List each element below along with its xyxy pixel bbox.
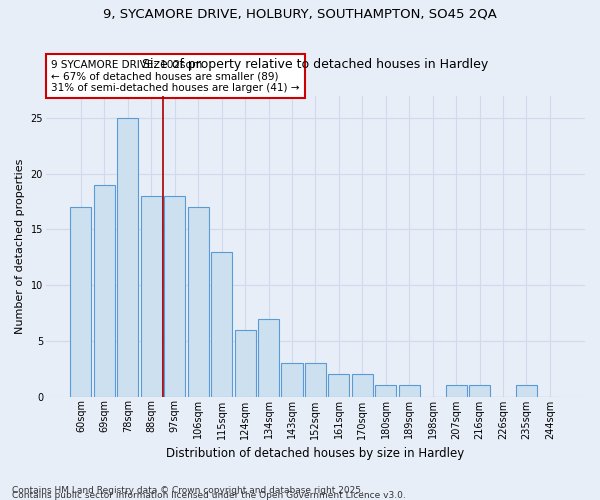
Bar	[258, 318, 279, 396]
Bar	[328, 374, 349, 396]
Bar	[305, 363, 326, 396]
Bar	[211, 252, 232, 396]
Bar	[70, 207, 91, 396]
Text: Contains HM Land Registry data © Crown copyright and database right 2025.: Contains HM Land Registry data © Crown c…	[12, 486, 364, 495]
Y-axis label: Number of detached properties: Number of detached properties	[15, 158, 25, 334]
Bar	[352, 374, 373, 396]
Text: 9, SYCAMORE DRIVE, HOLBURY, SOUTHAMPTON, SO45 2QA: 9, SYCAMORE DRIVE, HOLBURY, SOUTHAMPTON,…	[103, 8, 497, 20]
Bar	[117, 118, 139, 396]
Text: Contains public sector information licensed under the Open Government Licence v3: Contains public sector information licen…	[12, 491, 406, 500]
Bar	[94, 185, 115, 396]
Bar	[188, 207, 209, 396]
Title: Size of property relative to detached houses in Hardley: Size of property relative to detached ho…	[142, 58, 488, 71]
Bar	[235, 330, 256, 396]
Bar	[281, 363, 302, 396]
Bar	[375, 386, 397, 396]
Bar	[398, 386, 420, 396]
Bar	[469, 386, 490, 396]
X-axis label: Distribution of detached houses by size in Hardley: Distribution of detached houses by size …	[166, 447, 464, 460]
Bar	[516, 386, 537, 396]
Bar	[446, 386, 467, 396]
Bar	[164, 196, 185, 396]
Text: 9 SYCAMORE DRIVE: 102sqm
← 67% of detached houses are smaller (89)
31% of semi-d: 9 SYCAMORE DRIVE: 102sqm ← 67% of detach…	[51, 60, 300, 93]
Bar	[140, 196, 162, 396]
